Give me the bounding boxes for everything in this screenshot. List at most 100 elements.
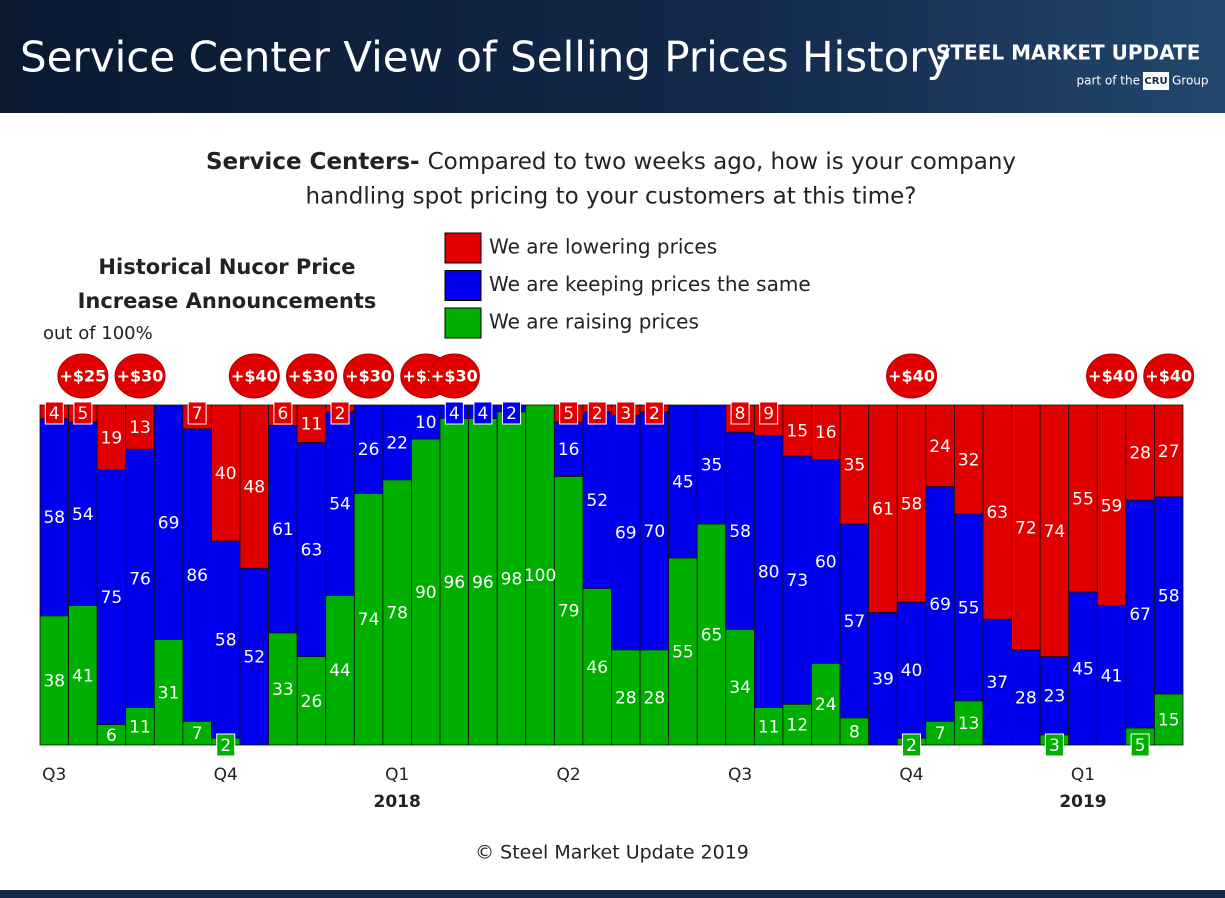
data-label: 54: [329, 495, 351, 515]
x-tick-label: Q4: [899, 765, 923, 785]
data-label: 55: [1072, 490, 1094, 510]
x-tick-label: Q3: [42, 765, 66, 785]
data-label: 32: [958, 450, 980, 470]
bar-segment: [1068, 404, 1098, 593]
label-box: [1130, 733, 1150, 757]
data-label: 35: [844, 456, 866, 476]
legend-swatch: [444, 270, 482, 301]
bar-segment: [411, 438, 441, 746]
bar-segment: [839, 523, 870, 719]
data-label: 8: [849, 722, 860, 742]
data-label: 69: [158, 513, 180, 533]
data-label: 55: [958, 598, 980, 618]
data-label: 67: [1129, 605, 1151, 625]
data-label: 80: [758, 563, 780, 583]
data-label: 26: [301, 692, 323, 712]
label-box: [330, 401, 350, 425]
data-label: 46: [586, 658, 608, 678]
data-label: 86: [186, 566, 208, 586]
bar-segment: [1096, 404, 1127, 607]
price-bubble: [57, 353, 109, 399]
data-label: 4: [449, 404, 460, 424]
data-label: 12: [786, 716, 808, 736]
data-label: 16: [815, 423, 837, 443]
x-tick-label: Q2: [557, 765, 581, 785]
price-bubble: [228, 353, 280, 399]
data-label: 38: [43, 671, 65, 691]
data-label: 6: [277, 404, 288, 424]
data-label: 8: [735, 404, 746, 424]
data-label: 52: [586, 491, 608, 511]
data-label: 74: [1044, 522, 1066, 542]
data-label: 58: [43, 508, 65, 528]
data-label: 79: [558, 602, 580, 622]
bar-segment: [239, 567, 269, 746]
data-label: 96: [444, 573, 466, 593]
data-label: 98: [501, 569, 523, 589]
data-label: 24: [929, 437, 951, 457]
bar-segment: [1096, 605, 1127, 746]
bar-segment: [353, 404, 384, 494]
brand-part-of: part of the: [1077, 74, 1141, 88]
data-label: 45: [672, 473, 694, 493]
bar-segment: [296, 441, 327, 657]
label-box: [730, 401, 750, 425]
label-box: [644, 401, 664, 425]
data-label: 76: [129, 569, 151, 589]
data-label: 55: [672, 643, 694, 663]
data-label: 3: [1049, 736, 1060, 756]
bar-segment: [782, 455, 812, 705]
data-label: 34: [729, 678, 751, 698]
bar-segment: [782, 404, 812, 457]
data-label: 96: [472, 573, 494, 593]
legend-label: We are lowering prices: [489, 235, 717, 259]
data-label: 24: [815, 695, 837, 715]
data-label: 58: [901, 495, 923, 515]
bar-segment: [411, 404, 441, 440]
x-tick-label: Q1: [1071, 765, 1095, 785]
data-label: 7: [192, 404, 203, 424]
data-label: 11: [758, 717, 780, 737]
data-label: 31: [158, 683, 180, 703]
data-label: 59: [1101, 496, 1123, 516]
data-label: 61: [872, 500, 894, 520]
question-text: handling spot pricing to your customers …: [306, 184, 917, 210]
data-label: 2: [506, 404, 517, 424]
data-label: 54: [72, 505, 94, 525]
data-label: 16: [558, 440, 580, 460]
legend-label: We are keeping prices the same: [489, 272, 811, 296]
label-box: [473, 401, 493, 425]
label-box: [216, 733, 236, 757]
data-label: 2: [220, 736, 231, 756]
label-box: [501, 401, 521, 425]
label-box: [73, 401, 93, 425]
data-label: 28: [1015, 688, 1037, 708]
data-label: 37: [986, 673, 1008, 693]
data-label: 22: [386, 433, 408, 453]
legend-swatch: [444, 232, 482, 264]
data-label: 28: [615, 688, 637, 708]
bar-segment: [725, 431, 755, 630]
footer-band: [0, 890, 1225, 898]
data-label: 28: [644, 688, 666, 708]
data-label: 90: [415, 583, 437, 603]
price-bubble: [1143, 353, 1195, 399]
data-label: 100: [524, 566, 556, 586]
bar-segment: [125, 707, 155, 746]
bar-segment: [96, 469, 127, 726]
data-label: 11: [129, 717, 151, 737]
price-bubble: [285, 353, 337, 399]
price-increase: +$40: [1088, 367, 1135, 386]
data-label: 61: [272, 520, 294, 540]
bar-segment: [1154, 404, 1184, 498]
data-label: 58: [215, 631, 237, 651]
bar-segment: [439, 418, 470, 746]
data-label: 73: [786, 571, 808, 591]
bar-segment: [496, 411, 527, 746]
data-label: 74: [358, 610, 380, 630]
question-line: Service Centers- Compared to two weeks ag…: [206, 149, 1016, 175]
legend-label: We are raising prices: [489, 310, 699, 334]
data-label: 57: [844, 612, 866, 632]
data-label: 13: [129, 418, 151, 438]
price-bubble: [1086, 353, 1138, 399]
